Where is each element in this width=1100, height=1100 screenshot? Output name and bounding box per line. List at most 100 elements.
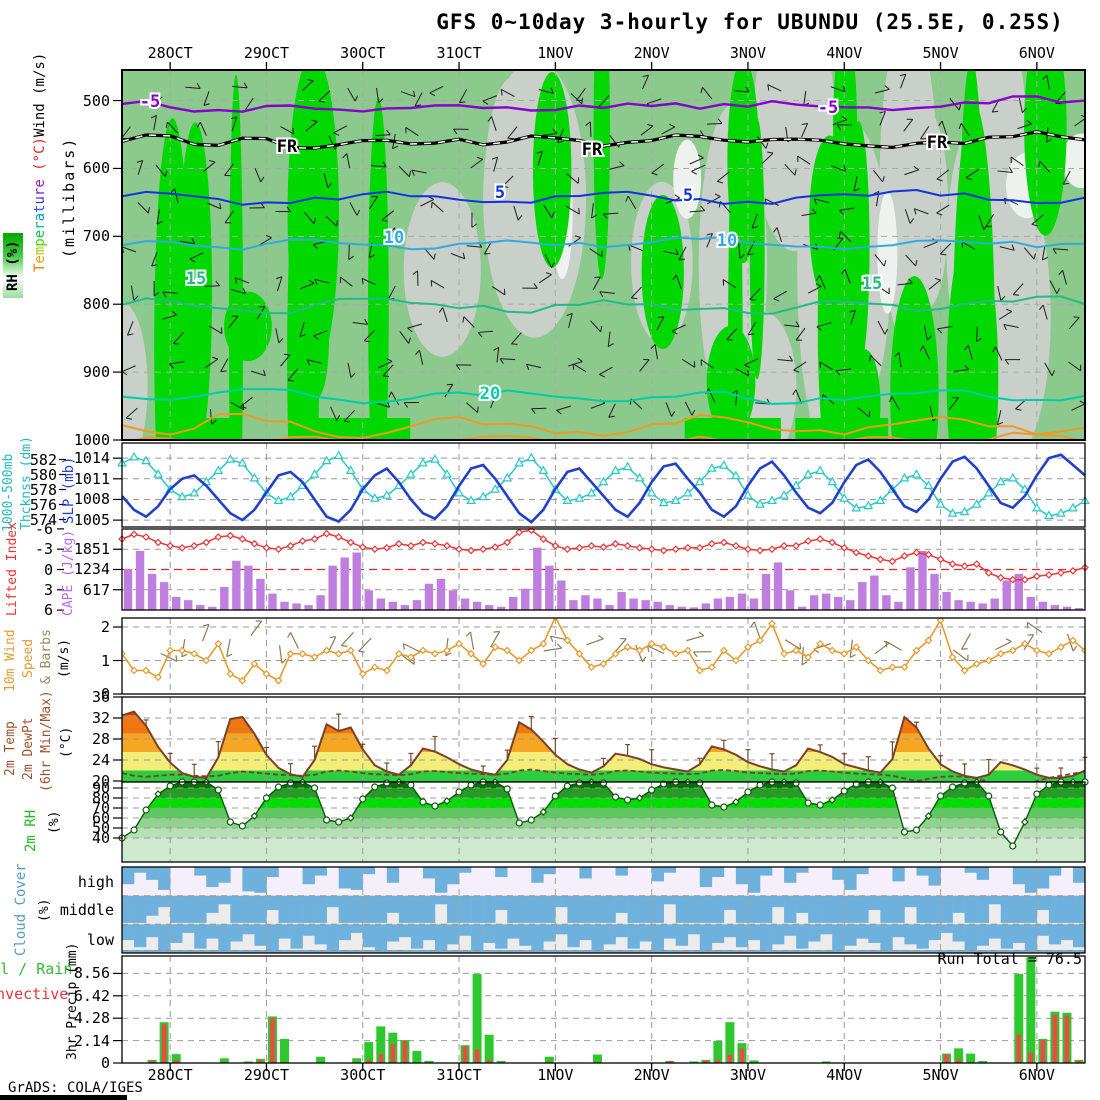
contour-label: 15 xyxy=(186,269,206,289)
cloud-row-low xyxy=(122,924,1086,952)
ytick-millibars: 700 xyxy=(82,227,110,246)
wind-barbs xyxy=(122,73,1085,426)
dewpt-label: 2m DewPt xyxy=(21,717,36,780)
ytick-thickness: 582 xyxy=(29,450,57,469)
date-label-top: 3NOV xyxy=(729,44,766,62)
ytick-precip: 0 xyxy=(100,1054,110,1072)
cloud-row-low-label: low xyxy=(86,931,114,949)
temperature-label: Temperature xyxy=(32,171,48,272)
date-label-top: 4NOV xyxy=(826,44,863,62)
panel-t2m xyxy=(121,696,1088,790)
ytick-millibars: 600 xyxy=(82,159,110,178)
cloud-row-high xyxy=(122,867,1086,893)
panel-upper-air: -5 -5 FR FR FR 5 5 10 10 15 15 20 xyxy=(121,69,1086,441)
ytick-thickness: 580 xyxy=(29,465,57,484)
ytick-slp: 1005 xyxy=(73,511,110,530)
ytick-wind10m: 1 xyxy=(100,651,110,670)
contour-label: FR xyxy=(582,140,603,160)
minmax-bars xyxy=(143,713,1088,778)
date-label-bottom: 5NOV xyxy=(922,1066,959,1084)
temperature-letter: p xyxy=(32,238,48,247)
t2m-label: 2m Temp xyxy=(3,721,18,776)
wind10m-barbs xyxy=(160,620,1078,666)
upper-air-axis-label: Temperature (°C)Wind (m/s) xyxy=(32,52,48,272)
ytick-wind10m: 2 xyxy=(100,618,110,636)
rh-bands xyxy=(122,782,1085,862)
minmax-label: (6hr Min/Max) xyxy=(39,690,54,792)
date-label-top: 5NOV xyxy=(922,44,959,62)
temperature-letter: e xyxy=(32,255,48,264)
wind10m-label-2: Speed xyxy=(21,638,36,678)
contour-label: FR xyxy=(277,137,298,157)
date-label-bottom: 6NOV xyxy=(1018,1066,1055,1084)
barbs-label: & Barbs xyxy=(39,629,54,684)
contour-label: 20 xyxy=(480,384,500,404)
temperature-letter: T xyxy=(32,263,48,272)
contour-label: FR xyxy=(927,133,948,153)
date-label-bottom: 2NOV xyxy=(633,1066,670,1084)
date-label-bottom: 28OCT xyxy=(147,1066,193,1084)
ytick-millibars: 500 xyxy=(82,91,110,110)
total-rain-label: Total / Rain xyxy=(0,960,73,978)
date-label-top: 2NOV xyxy=(633,44,670,62)
ytick-wind10m: 0 xyxy=(100,685,110,703)
rh-legend: RH (%) xyxy=(3,233,23,298)
ytick-thickness: 578 xyxy=(29,480,57,499)
ytick-lifted-index: -6 xyxy=(34,519,53,538)
date-label-top: 30OCT xyxy=(340,44,386,62)
temperature-contours xyxy=(122,95,1085,440)
panel-slp-thickness xyxy=(117,442,1090,528)
temperature-letter: t xyxy=(32,204,48,213)
contour-labels: -5 -5 FR FR FR 5 5 10 10 15 15 20 xyxy=(138,90,950,406)
date-label-top: 31OCT xyxy=(436,44,482,62)
ytick-lifted-index: 3 xyxy=(43,580,53,599)
panel-cloud xyxy=(121,866,1086,954)
ytick-millibars: 1000 xyxy=(73,431,110,449)
date-label-bottom: 3NOV xyxy=(729,1066,766,1084)
page-title: GFS 0~10day 3-hourly for UBUNDU (25.5E, … xyxy=(436,10,1064,34)
ytick-thickness: 574 xyxy=(29,510,57,529)
ytick-millibars: 900 xyxy=(82,363,110,382)
temperature-letter: r xyxy=(32,221,48,230)
date-label-bottom: 30OCT xyxy=(340,1066,386,1084)
ytick-t2m: 20 xyxy=(91,772,110,790)
grads-credit: GrADS: COLA/IGES xyxy=(8,1080,143,1096)
precip-bars xyxy=(147,957,1084,1063)
temperature-letter: m xyxy=(32,246,48,256)
gridlines xyxy=(122,70,1085,440)
rh2m-label: 2m RH xyxy=(23,809,39,852)
ytick-slp: 1011 xyxy=(73,469,110,488)
ytick-rh2m: 60 xyxy=(91,809,110,827)
temperature-unit-label: (°C) xyxy=(32,137,48,171)
ytick-lifted-index: 0 xyxy=(43,560,53,579)
cloud-row-high-label: high xyxy=(77,873,114,891)
cape-bars xyxy=(123,547,1084,610)
rh-legend-swatch: RH (%) xyxy=(3,233,23,298)
panel-rh2m xyxy=(118,778,1089,863)
contour-label: -5 xyxy=(140,92,160,112)
contour-label: 5 xyxy=(495,183,505,203)
date-label-bottom: 31OCT xyxy=(436,1066,482,1084)
ytick-slp: 1008 xyxy=(73,490,110,509)
ytick-precip: 2.14 xyxy=(73,1031,110,1050)
wind10m-line xyxy=(122,618,1085,685)
contour-label: 10 xyxy=(384,228,404,248)
ytick-rh2m: 50 xyxy=(91,819,110,837)
temperature-letter: e xyxy=(32,229,48,239)
contour-label: -5 xyxy=(818,98,838,118)
wind-label: Wind (m/s) xyxy=(32,52,48,138)
ytick-rh2m: 70 xyxy=(91,799,110,817)
panel-li-cape xyxy=(118,526,1089,611)
date-label-top: 1NOV xyxy=(537,44,574,62)
cloud-row-middle xyxy=(122,895,1086,923)
temperature-letter: r xyxy=(32,187,48,197)
ytick-precip: 8.56 xyxy=(73,964,110,983)
ytick-precip: 4.28 xyxy=(73,1009,110,1028)
temperature-letter: u xyxy=(32,196,48,205)
ytick-rh2m: 90 xyxy=(91,779,110,797)
panel-precip xyxy=(121,955,1086,1064)
temperature-letter: e xyxy=(32,179,48,188)
ytick-slp: 1014 xyxy=(73,449,110,468)
credit-bar xyxy=(0,1095,127,1100)
